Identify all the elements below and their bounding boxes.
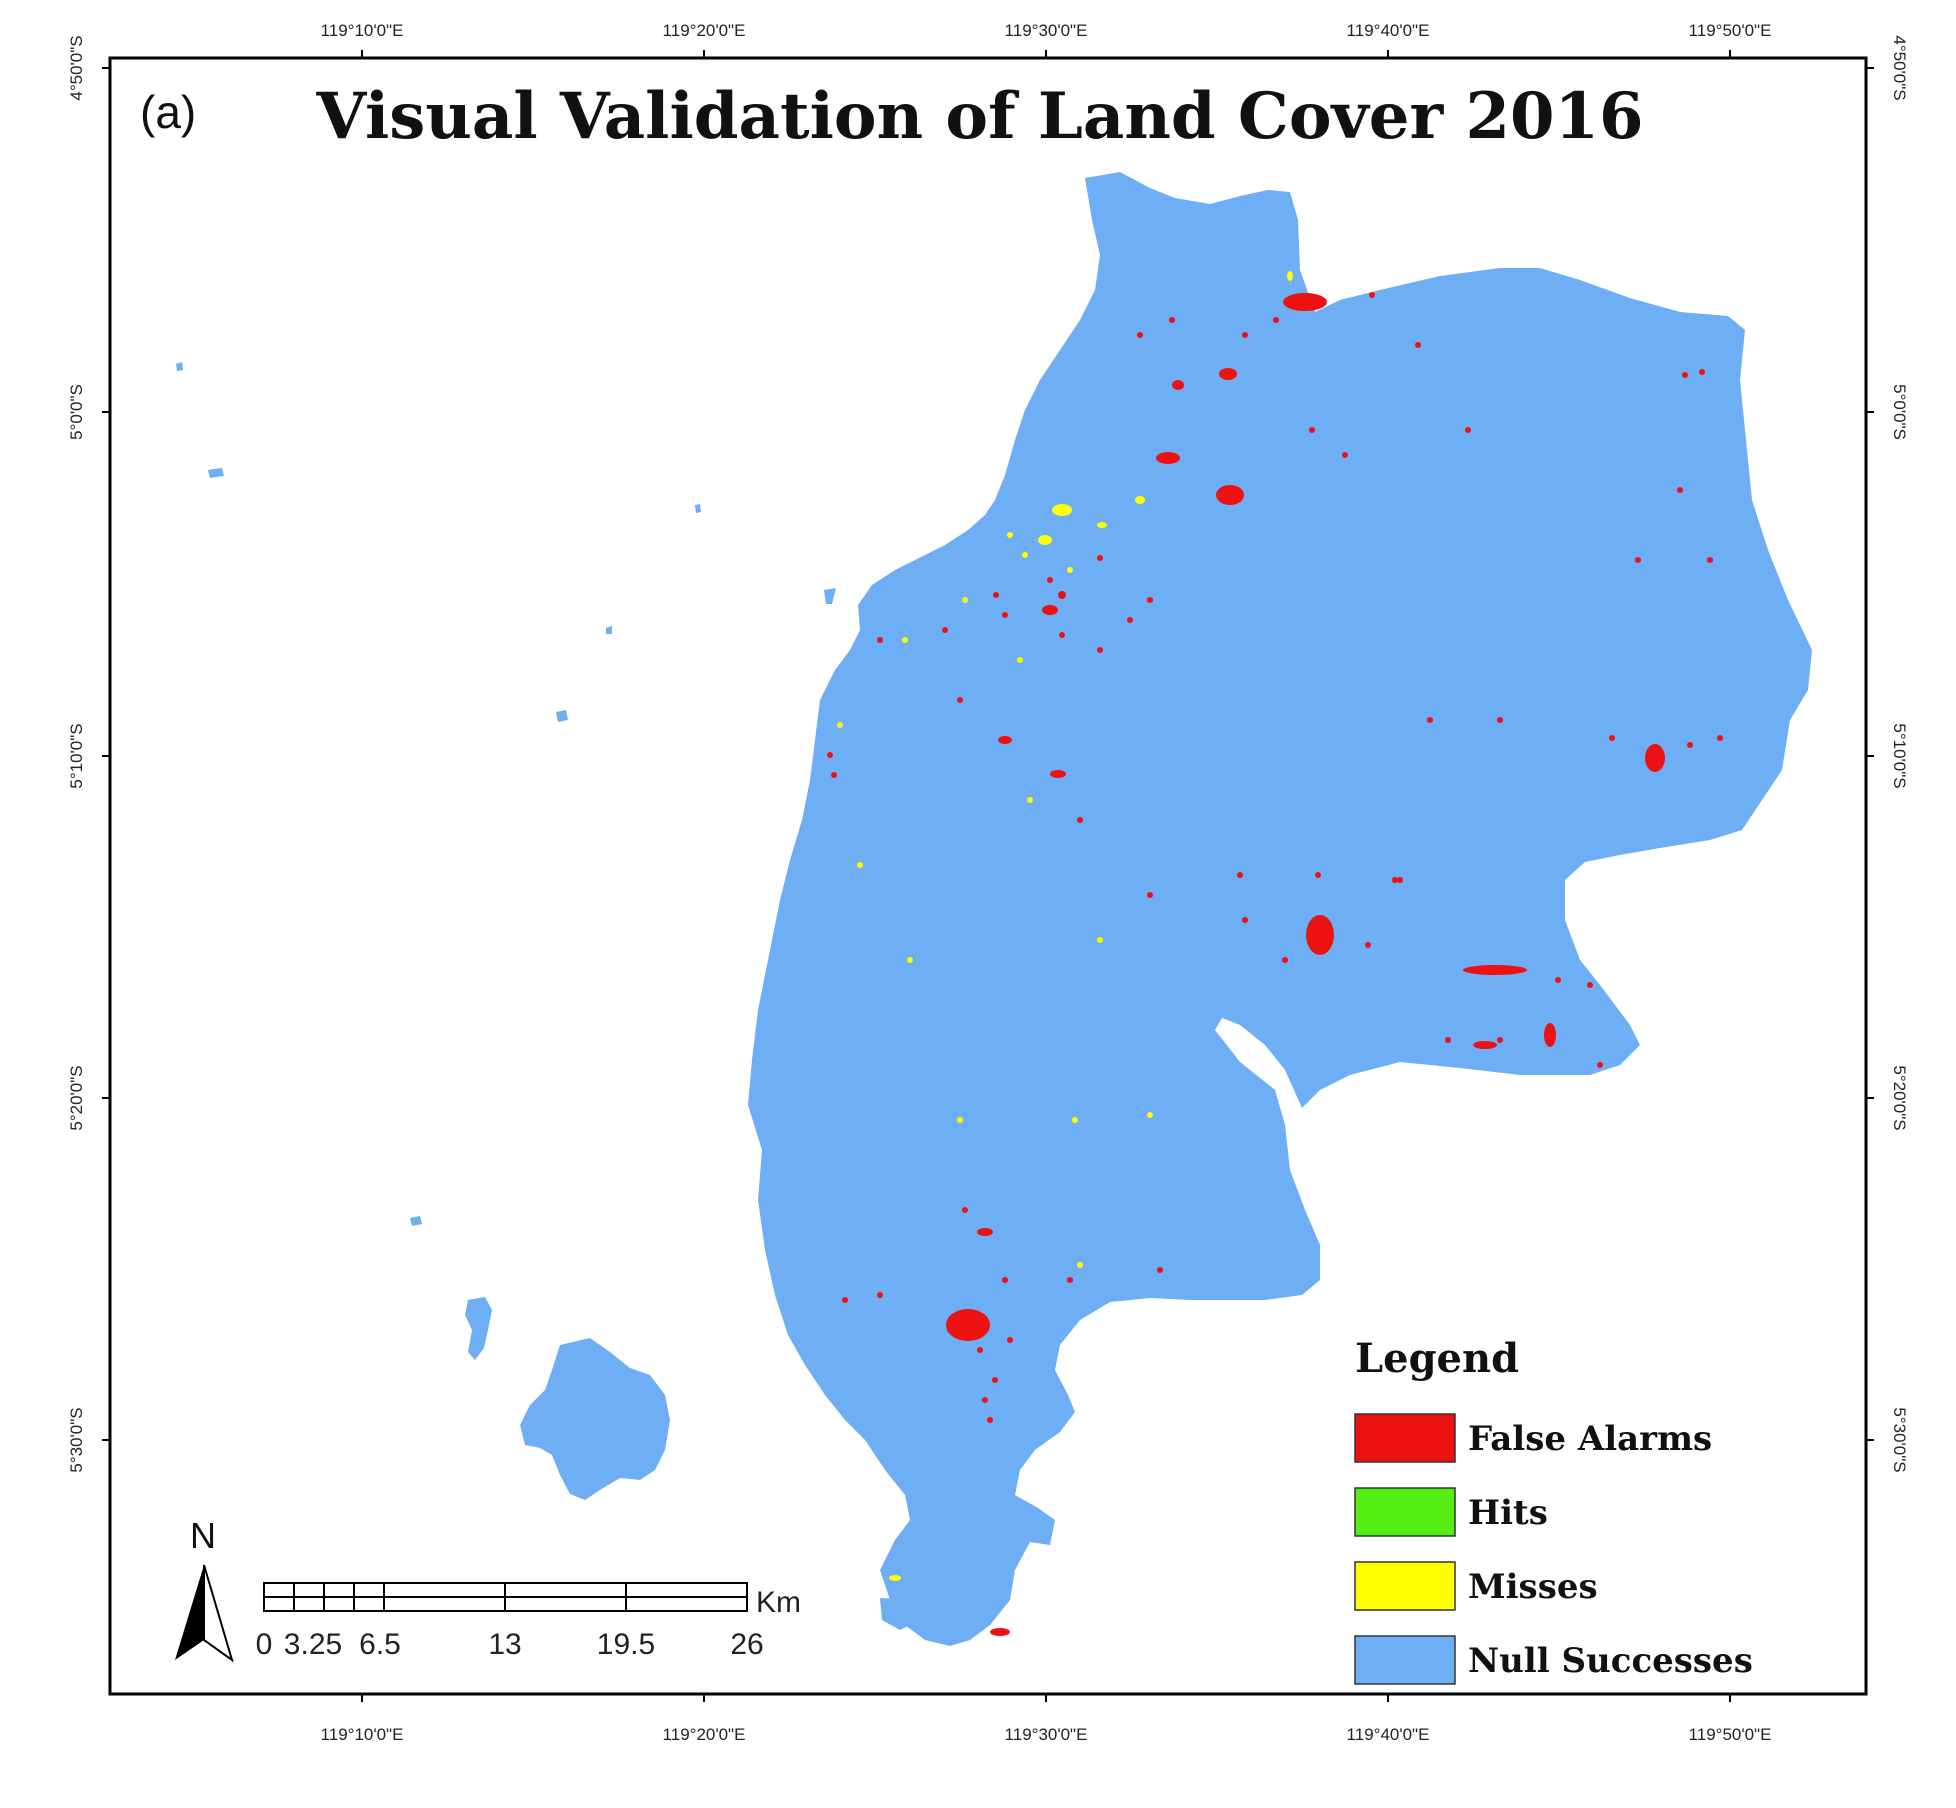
- top-coord-label: 119°30'0"E: [1005, 21, 1088, 40]
- scale-bar-fill-alt: [295, 1598, 625, 1610]
- scale-tick-label: 3.25: [284, 1628, 342, 1661]
- bottom-coord-label: 119°10'0"E: [321, 1725, 404, 1744]
- scale-tick-label: 19.5: [597, 1628, 655, 1661]
- top-coord-label: 119°10'0"E: [321, 21, 404, 40]
- legend-swatch-null-successes: [1354, 1635, 1456, 1685]
- left-coord-label: 5°10'0"S: [67, 723, 86, 788]
- legend-title: Legend: [1355, 1335, 1519, 1382]
- misses-patch: [1135, 496, 1145, 504]
- top-coord-label: 119°20'0"E: [663, 21, 746, 40]
- false-alarm-patch: [998, 736, 1012, 744]
- false-alarm-patch: [1473, 1041, 1497, 1049]
- false-alarm-clusters: [827, 292, 1723, 1636]
- landmass: [176, 172, 1812, 1646]
- right-coord-label: 5°30'0"S: [1890, 1407, 1909, 1472]
- island-medium: [465, 1297, 492, 1360]
- legend-label-null-successes: Null Successes: [1468, 1641, 1753, 1681]
- false-alarm-patch: [1283, 293, 1327, 311]
- north-arrow: N: [175, 1515, 234, 1663]
- top-coord-label: 119°40'0"E: [1347, 21, 1430, 40]
- island-small: [176, 362, 183, 371]
- legend-label-hits: Hits: [1468, 1493, 1548, 1533]
- island-small: [410, 1216, 422, 1226]
- misses-patch: [889, 1575, 901, 1581]
- scale-unit: Km: [756, 1586, 801, 1619]
- island-small: [606, 626, 612, 634]
- misses-patch: [1097, 522, 1107, 528]
- false-alarm-patch: [977, 1228, 993, 1236]
- panel-label: (a): [140, 86, 196, 138]
- north-label: N: [190, 1515, 216, 1556]
- scale-tick-label: 13: [488, 1628, 521, 1661]
- bottom-coord-label: 119°40'0"E: [1347, 1725, 1430, 1744]
- legend-swatch-misses: [1354, 1561, 1456, 1611]
- false-alarm-patch: [1645, 744, 1665, 772]
- island-small: [208, 468, 224, 478]
- false-alarm-patch: [1172, 380, 1184, 390]
- false-alarm-patch: [1219, 368, 1237, 380]
- left-coord-label: 5°30'0"S: [67, 1407, 86, 1472]
- map-title: Visual Validation of Land Cover 2016: [315, 79, 1643, 154]
- false-alarm-patch: [1306, 915, 1334, 955]
- scale-bar-fill: [265, 1584, 746, 1597]
- scale-tick-label: 6.5: [359, 1628, 401, 1661]
- left-coord-label: 5°0'0"S: [67, 384, 86, 440]
- legend: Legend False Alarms Hits Misses Null Suc…: [1354, 1335, 1753, 1685]
- left-coord-label: 4°50'0"S: [67, 35, 86, 100]
- false-alarm-patch: [1042, 605, 1058, 615]
- left-coord-label: 5°20'0"S: [67, 1065, 86, 1130]
- misses-patch: [1052, 504, 1072, 516]
- bottom-coord-label: 119°50'0"E: [1689, 1725, 1772, 1744]
- island-large: [520, 1338, 670, 1500]
- false-alarm-patch: [1050, 770, 1066, 778]
- legend-swatch-false-alarms: [1354, 1413, 1456, 1463]
- bottom-coord-label: 119°20'0"E: [663, 1725, 746, 1744]
- north-arrow-icon: [175, 1565, 204, 1660]
- north-arrow-icon: [203, 1564, 234, 1663]
- island-small: [880, 1598, 920, 1630]
- legend-label-misses: Misses: [1468, 1567, 1598, 1607]
- right-coord-label: 5°10'0"S: [1890, 723, 1909, 788]
- scale-tick-label: 26: [730, 1628, 763, 1661]
- legend-swatch-hits: [1354, 1487, 1456, 1537]
- graticule-ticks: [102, 50, 1874, 1702]
- right-coord-label: 4°50'0"S: [1890, 35, 1909, 100]
- right-coord-label: 5°20'0"S: [1890, 1065, 1909, 1130]
- island-small: [556, 710, 568, 722]
- island-small: [695, 504, 701, 513]
- false-alarm-patch: [1544, 1023, 1556, 1047]
- misses-clusters: [837, 271, 1293, 1581]
- false-alarm-patch: [946, 1309, 990, 1341]
- false-alarm-patch: [1156, 452, 1180, 464]
- mainland-area: [748, 172, 1812, 1646]
- false-alarm-patch: [1463, 965, 1527, 975]
- top-coord-label: 119°50'0"E: [1689, 21, 1772, 40]
- false-alarm-patch: [1216, 485, 1244, 505]
- misses-patch: [1287, 271, 1293, 281]
- legend-label-false-alarms: False Alarms: [1468, 1419, 1712, 1459]
- misses-patch: [1038, 535, 1052, 545]
- false-alarm-patch: [990, 1628, 1010, 1636]
- island-small: [824, 588, 836, 604]
- bottom-coord-label: 119°30'0"E: [1005, 1725, 1088, 1744]
- scale-tick-label: 0: [256, 1628, 273, 1661]
- right-coord-label: 5°0'0"S: [1890, 384, 1909, 440]
